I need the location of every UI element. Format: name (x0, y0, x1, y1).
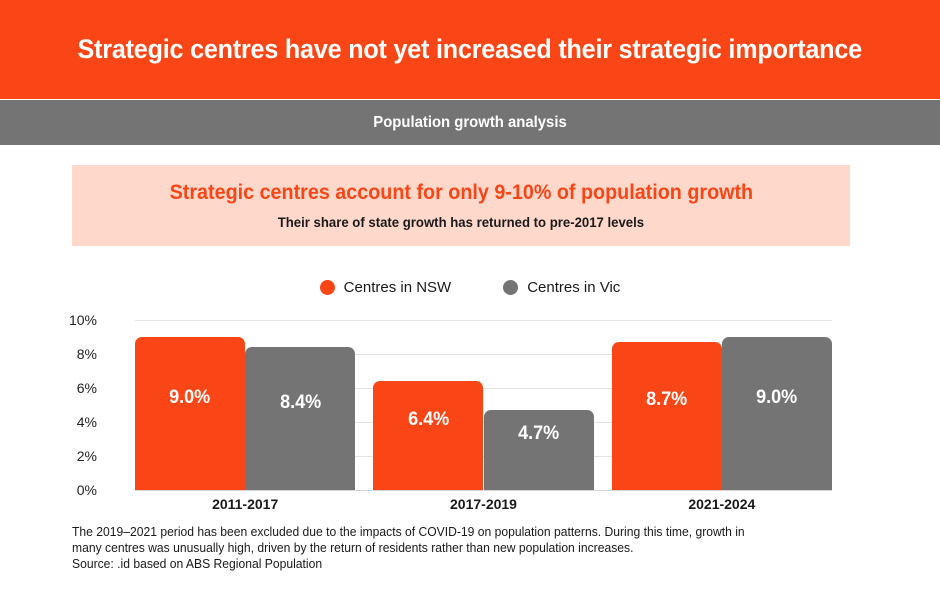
gridline (135, 320, 832, 321)
y-axis-tick-label: 0% (76, 482, 97, 498)
callout-headline: Strategic centres account for only 9-10%… (169, 181, 753, 204)
bar-value-label: 4.7% (518, 423, 560, 445)
legend-label-nsw: Centres in NSW (343, 279, 452, 296)
header-banner: Strategic centres have not yet increased… (0, 0, 940, 99)
callout-banner: Strategic centres account for only 9-10%… (72, 165, 850, 246)
chart-legend: Centres in NSW Centres in Vic (0, 279, 940, 296)
y-axis-tick-label: 2% (76, 448, 97, 464)
x-axis-category-label: 2017-2019 (450, 496, 517, 512)
bar-value-label: 8.7% (646, 389, 688, 411)
gridline (135, 388, 832, 389)
subheader-banner: Population growth analysis (0, 100, 940, 145)
plot-area: 9.0% 8.4% 6.4% 4.7% 8.7% 9.0% (135, 320, 832, 491)
bar-2021-2024-nsw[interactable]: 8.7% (611, 342, 722, 490)
footnote: The 2019–2021 period has been excluded d… (72, 524, 872, 572)
footnote-source: Source: .id based on ABS Regional Popula… (72, 557, 323, 571)
bar-value-label: 8.4% (279, 391, 321, 413)
legend-item-nsw[interactable]: Centres in NSW (319, 279, 452, 296)
y-axis-tick-label: 6% (76, 380, 97, 396)
legend-label-vic: Centres in Vic (527, 279, 621, 296)
bar-value-label: 6.4% (407, 408, 449, 430)
subheader-title: Population growth analysis (373, 113, 567, 131)
x-axis-category-label: 2021-2024 (688, 496, 756, 512)
gridline (135, 354, 832, 355)
bar-2017-2019-vic[interactable]: 4.7% (483, 410, 594, 490)
callout-subtext: Their share of state growth has returned… (277, 214, 645, 230)
legend-item-vic[interactable]: Centres in Vic (503, 279, 620, 296)
circle-marker-icon (319, 280, 335, 295)
bar-2017-2019-nsw[interactable]: 6.4% (373, 381, 484, 490)
x-axis-baseline (135, 490, 832, 491)
footnote-line-2: many centres was unusually high, driven … (72, 541, 634, 555)
page-title: Strategic centres have not yet increased… (77, 34, 863, 64)
footnote-line-1: The 2019–2021 period has been excluded d… (72, 525, 745, 539)
y-axis-tick-label: 4% (76, 414, 97, 430)
circle-marker-icon (503, 280, 519, 295)
bar-value-label: 9.0% (756, 386, 798, 408)
x-axis-category-label: 2011-2017 (212, 496, 279, 512)
bar-chart: 10% 8% 6% 4% 2% 0% 9.0% 8.4% 6.4% 4.7% 8.7% 9.0% 2… (0, 312, 940, 513)
bar-2011-2017-vic[interactable]: 8.4% (245, 347, 356, 490)
y-axis-tick-label: 8% (76, 346, 97, 362)
bar-2021-2024-vic[interactable]: 9.0% (721, 337, 832, 490)
bar-value-label: 9.0% (169, 386, 211, 408)
bar-2011-2017-nsw[interactable]: 9.0% (135, 337, 246, 490)
y-axis-tick-label: 10% (68, 312, 97, 328)
